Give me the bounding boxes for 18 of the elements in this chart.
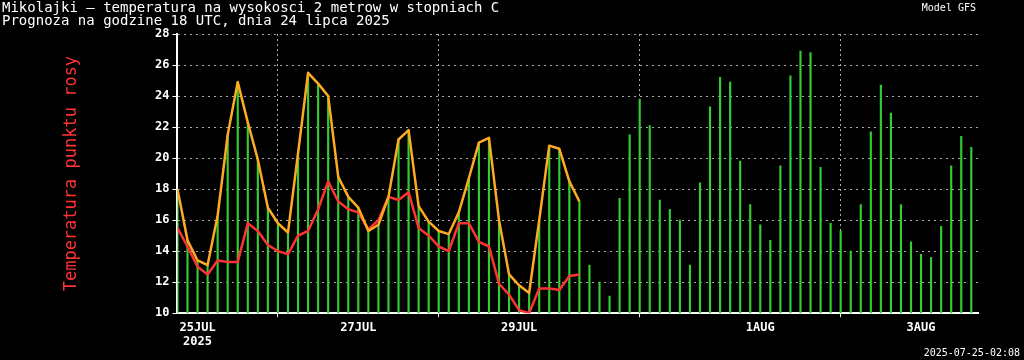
y-tick-label: 28 — [155, 26, 170, 41]
x-tick-label: 25JUL 2025 — [179, 319, 216, 348]
y-tick-label: 22 — [155, 119, 170, 134]
y-tick-label: 12 — [155, 274, 170, 289]
y-axis-title: Temperatura punktu rosy — [60, 55, 81, 292]
x-tick-label: 27JUL — [340, 319, 377, 334]
y-tick-label: 18 — [155, 181, 170, 196]
y-tick-label: 10 — [155, 305, 170, 320]
y-tick-label: 14 — [155, 243, 170, 258]
y-tick-label: 26 — [155, 57, 170, 72]
y-tick-label: 16 — [155, 212, 170, 227]
y-tick-label: 20 — [155, 150, 170, 165]
x-tick-label: 1AUG — [745, 319, 775, 334]
x-tick-label: 29JUL — [501, 319, 538, 334]
text: 2025-07-25-02:08 — [923, 346, 1020, 358]
text: Model GFS — [921, 1, 976, 13]
y-tick-label: 24 — [155, 88, 170, 103]
x-tick-label: 3AUG — [906, 319, 936, 334]
